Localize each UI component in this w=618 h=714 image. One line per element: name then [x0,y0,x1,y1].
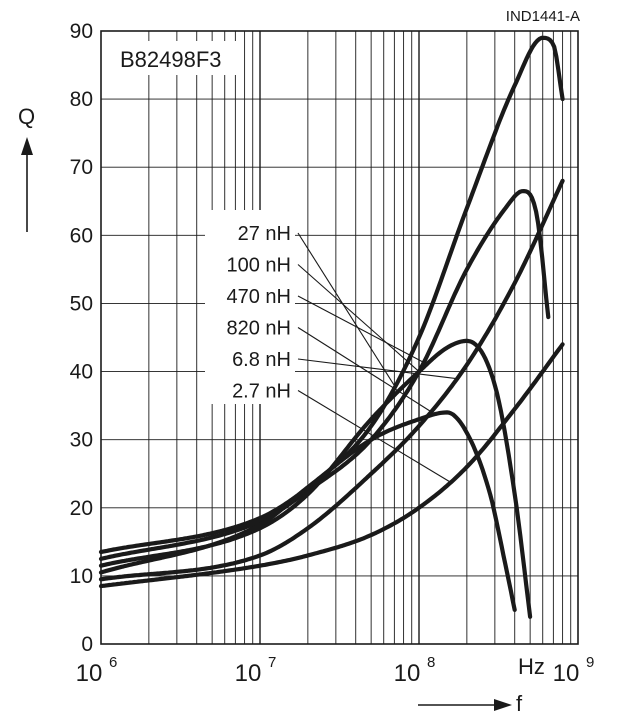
series-label: 2.7 nH [232,381,291,403]
x-axis-arrow [418,699,512,711]
series-labels: 27 nH 100 nH 470 nH 820 nH 6.8 nH 2.7 nH [205,210,295,404]
x-tick-label: 10 8 [394,654,436,687]
svg-text:8: 8 [427,654,435,671]
series-label: 100 nH [227,255,292,277]
series-label: 6.8 nH [232,349,291,371]
y-tick-label: 0 [81,633,93,656]
y-tick-label: 10 [70,565,93,588]
series-leader-line [297,232,396,388]
x-tick-label: 10 9 [553,654,595,687]
y-tick-label: 90 [70,20,93,43]
plot-frame [100,30,579,645]
series-curve [98,410,517,612]
series-curve [98,178,565,582]
svg-text:6: 6 [109,654,117,671]
series-curve [98,342,565,589]
y-tick-label: 70 [70,156,93,179]
chart-title: B82498F3 [120,47,222,72]
label-backdrop [205,210,295,404]
x-tick-labels: 10 6 10 7 10 8 10 9 [76,654,595,687]
svg-text:7: 7 [268,654,276,671]
figure-code: IND1441-A [506,8,580,25]
x-axis-label: f [516,691,523,714]
y-tick-label: 40 [70,361,93,384]
series-leader-line [297,264,420,372]
series-curve [98,338,533,619]
svg-text:9: 9 [586,654,594,671]
x-tick-label: 10 7 [235,654,277,687]
series-leader-line [297,295,428,365]
svg-text:10: 10 [394,660,421,687]
y-tick-labels: 0 10 20 30 40 50 60 70 80 90 [70,20,93,656]
y-tick-label: 30 [70,429,93,452]
y-tick-label: 80 [70,88,93,111]
title-backdrop [112,41,242,75]
y-axis-label: Q [18,104,35,129]
series-label: 820 nH [227,318,292,340]
y-tick-label: 50 [70,292,93,315]
svg-text:10: 10 [76,660,103,687]
series-leader-line [297,327,436,415]
series-label: 27 nH [238,223,291,245]
svg-text:10: 10 [235,660,262,687]
series-leader-line [297,358,458,380]
x-tick-label: 10 6 [76,654,118,687]
x-unit-label: Hz [518,654,545,679]
y-axis-arrow [21,137,33,232]
series-curves [98,35,565,619]
y-tick-label: 20 [70,497,93,520]
svg-text:10: 10 [553,660,580,687]
series-label: 470 nH [227,286,292,308]
series-leader-lines [297,232,458,483]
y-tick-label: 60 [70,224,93,247]
